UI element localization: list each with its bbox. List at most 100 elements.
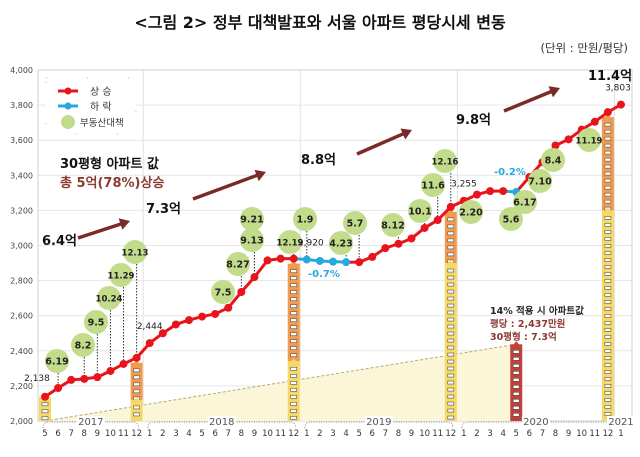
bar-rung [133,389,140,394]
policy-date: 9.13 [240,236,263,247]
policy-date: 8.12 [381,221,404,232]
year-label: 2020 [523,417,548,428]
bar-rung [604,349,612,353]
bar-rung [604,129,612,134]
policy-date: 11.19 [576,137,603,147]
bar-rung [604,335,612,339]
month-label: 6 [527,429,532,439]
month-label: 5 [356,429,361,439]
bar-rung [447,415,455,420]
bar-rung [447,394,455,399]
bar-rung [604,258,612,262]
policy-date: 8.27 [226,260,249,271]
trend-area-fill [45,344,517,421]
bar-rung [133,382,140,387]
bar-rung [604,328,612,332]
data-point [276,254,285,263]
month-label: 4 [500,429,505,439]
bar-rung [447,324,455,329]
data-point [499,187,508,196]
bar-rung [290,283,298,287]
bar-segment [130,362,143,400]
month-label: 6 [370,429,375,439]
note-3: 30평형 : 7.3억 [490,331,557,343]
trend-area [44,343,517,422]
year-label-bg [76,416,105,426]
policy-date: 1.9 [297,215,314,226]
bar-rung [512,399,520,403]
bar-rung [447,275,455,280]
policy-bubble-icon [61,115,75,129]
data-point [420,223,429,232]
data-label: 2,444 [137,322,163,332]
trend-arrow-shaft [503,89,554,113]
bar-rung [604,164,612,169]
bar-rung [604,377,612,381]
bar-rung [447,401,455,406]
bar-rung [290,381,298,385]
month-label: 10 [576,429,587,439]
policy-bubble [109,263,133,287]
month-label: 10 [105,429,116,439]
policy-date: 7.10 [528,177,552,188]
data-point [119,359,128,368]
trend-arrow-shaft [356,131,406,156]
month-label: 2 [317,429,322,439]
policy-date: 2.20 [459,208,483,219]
bar-rung [604,178,612,183]
bar-rung [290,269,298,273]
bar-tip [601,207,614,215]
month-label: 1 [461,429,466,439]
policy-date: 12.16 [432,158,459,168]
year-label: 2018 [209,417,234,428]
month-label: 3 [487,429,492,439]
policy-date: 9.5 [88,318,105,329]
year-brace [304,421,454,429]
bar-rung [41,416,49,421]
y-tick-label: 2,800 [10,277,33,286]
bar-rung [512,357,520,361]
bar-rung [512,378,520,382]
legend: 상 승 하 락 부동산대책 [45,77,137,135]
bar-rung [604,237,612,241]
bar-rung [133,368,140,373]
data-point [54,384,63,393]
headline-2: 총 5억(78%)상승 [60,175,164,191]
data-point [551,141,560,150]
policy-date: 8.4 [545,156,562,167]
bar-rung [604,199,612,204]
bar-rung [604,363,612,367]
fall-marker-icon [64,102,72,110]
month-label: 4 [343,429,348,439]
bar-rung [447,331,455,336]
month-label: 10 [262,429,273,439]
bar-rung [290,325,298,329]
month-label: 1 [304,429,309,439]
bar-rung [604,279,612,283]
policy-bubble [240,207,264,231]
year-label: 2017 [78,417,103,428]
rise-marker-icon [64,87,72,95]
bar-rung [447,352,455,357]
policy-bubble [123,240,147,264]
policy-date: 5.7 [347,219,364,230]
data-point [433,216,442,225]
data-point [315,256,324,265]
bar-tip [287,260,300,268]
month-label: 11 [589,429,600,439]
policy-bubble [240,228,264,252]
bar-rung [604,216,612,220]
bar-rung [604,286,612,290]
month-label: 7 [68,429,73,439]
unit-label: (단위 : 만원/평당) [540,41,628,55]
data-point [158,329,167,338]
bar-rung [604,272,612,276]
data-point [67,375,76,384]
data-point [328,257,337,266]
month-label: 8 [239,429,244,439]
price-7-3: 7.3억 [146,202,181,217]
year-label-bg [364,416,393,426]
bar-rung [604,251,612,255]
bar-rung [447,289,455,294]
